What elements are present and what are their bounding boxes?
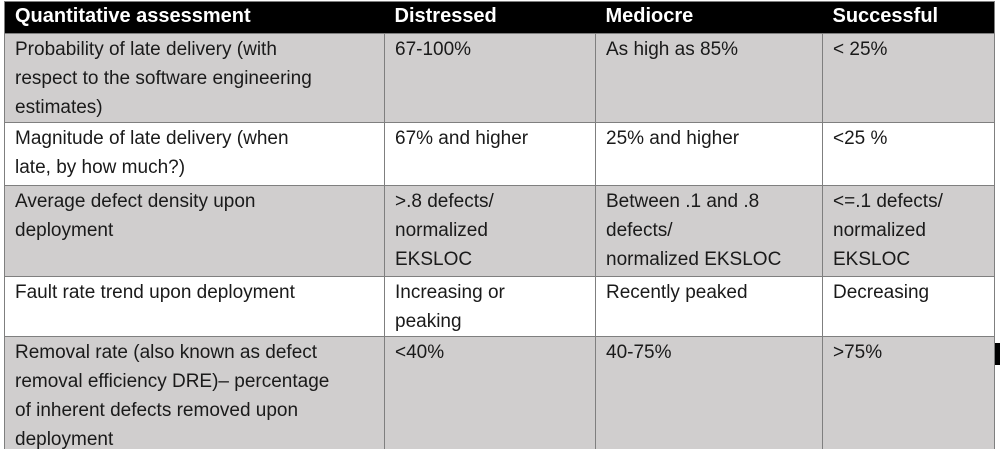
cell-distressed-value: 67-100% [384,33,596,123]
cell-successful-value: Decreasing [822,276,995,337]
cell-successful-value: < 25% [822,33,995,123]
table-row: Magnitude of late delivery (when late, b… [4,122,995,186]
table-row: Probability of late delivery (with respe… [4,33,995,123]
cell-distressed-value: <40% [384,336,596,449]
cell-mediocre-value: 40-75% [595,336,823,449]
cell-distressed-value: 67% and higher [384,122,596,186]
table-header-row: Quantitative assessment Distressed Medio… [4,1,995,34]
cell-metric: Magnitude of late delivery (when late, b… [4,122,385,186]
table-row: Fault rate trend upon deployment Increas… [4,276,995,337]
cell-mediocre-value: Recently peaked [595,276,823,337]
table-row: Average defect density upon deployment >… [4,185,995,277]
cell-metric: Average defect density upon deployment [4,185,385,277]
cell-metric: Fault rate trend upon deployment [4,276,385,337]
cell-mediocre-value: 25% and higher [595,122,823,186]
cell-successful-value: <=.1 defects/ normalized EKSLOC [822,185,995,277]
right-edge-artifact [995,343,1000,365]
header-distressed: Distressed [384,1,596,34]
quantitative-assessment-table: Quantitative assessment Distressed Medio… [4,1,995,449]
header-mediocre: Mediocre [595,1,823,34]
header-quantitative-assessment: Quantitative assessment [4,1,385,34]
cell-metric: Probability of late delivery (with respe… [4,33,385,123]
cell-distressed-value: >.8 defects/ normalized EKSLOC [384,185,596,277]
cell-successful-value: <25 % [822,122,995,186]
header-successful: Successful [822,1,995,34]
cell-successful-value: >75% [822,336,995,449]
table-row: Removal rate (also known as defect remov… [4,336,995,449]
cell-metric: Removal rate (also known as defect remov… [4,336,385,449]
cell-mediocre-value: Between .1 and .8 defects/ normalized EK… [595,185,823,277]
cell-mediocre-value: As high as 85% [595,33,823,123]
cell-distressed-value: Increasing or peaking [384,276,596,337]
